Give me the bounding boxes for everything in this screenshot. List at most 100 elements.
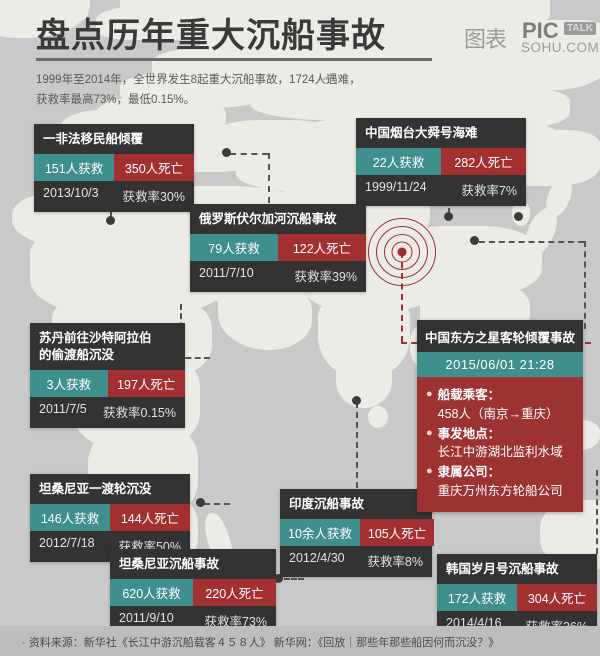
connector-tanzania-shipwreck-h (284, 578, 304, 580)
incident-title: 坦桑尼亚沉船事故 (119, 557, 220, 571)
incident-footer: 2011/9/10 获救率73% (110, 606, 276, 637)
incident-card-russia-volga[interactable]: 俄罗斯伏尔加河沉船事故 79人获救 122人死亡 2011/7/10 获救率39… (190, 204, 366, 292)
incident-title: 俄罗斯伏尔加河沉船事故 (199, 212, 337, 226)
target-center-dot (397, 247, 407, 257)
fatalities-stat: 144人死亡 (110, 503, 190, 531)
bullet-icon: ● (426, 426, 433, 439)
fatalities-stat: 304人死亡 (517, 583, 597, 611)
marker-dot-tanzania-ferry (196, 498, 205, 507)
title-underline (36, 58, 432, 62)
incident-title: 韩国岁月号沉船事故 (446, 562, 559, 576)
logo-sohu-domain: SOHU.COM (521, 40, 600, 55)
logo-chinese-mark: 图表 (464, 28, 507, 53)
fatalities-stat: 122人死亡 (278, 233, 366, 261)
detail-value: 长江中游湖北监利水域 (437, 445, 563, 460)
detail-label: 事发地点： (437, 426, 501, 441)
detail-label: 隶属公司： (437, 465, 501, 479)
incident-footer: 2011/7/10 获救率39% (190, 261, 366, 292)
incident-title: 印度沉船事故 (289, 497, 365, 511)
incident-date: 2011/7/5 (39, 401, 87, 416)
incident-card-india-shipwreck[interactable]: 印度沉船事故 10余人获救 105人死亡 2012/4/30 获救率8% (280, 489, 435, 577)
marker-dot-illegal-immigrant-boat (106, 216, 115, 225)
incident-footer: 2013/10/3 获救率30% (34, 181, 194, 212)
detail-value: 重庆万州东方轮船公司 (437, 483, 563, 498)
incident-title-line-2: 的偷渡船沉没 (39, 347, 115, 362)
marker-dot-korea-sewol (514, 212, 523, 221)
incident-title: 中国烟台大舜号海难 (365, 126, 478, 140)
logo-talk-badge: TALK (564, 22, 596, 35)
detail-item-passengers: ● 船载乘客： 458人（南京→重庆） (426, 386, 573, 424)
connector-russia-volga-h (230, 153, 268, 155)
incident-stats: 10余人获救 105人死亡 (280, 518, 435, 546)
featured-incident-time: 2015/06/01 21:28 (417, 352, 583, 377)
incident-stats: 3人获救 197人死亡 (30, 369, 185, 397)
survivors-stat: 79人获救 (190, 233, 278, 261)
incident-title: 苏丹前往沙特阿拉伯 的偷渡船沉没 (30, 323, 185, 370)
connector-tanzania-ferry-h (204, 503, 230, 505)
incident-stats: 151人获救 350人死亡 (34, 153, 194, 181)
connector-feature-h (479, 241, 584, 243)
incident-card-sudan-saudi-smuggling[interactable]: 苏丹前往沙特阿拉伯 的偷渡船沉没 3人获救 197人死亡 2011/7/5 获救… (30, 323, 185, 428)
bullet-icon: ● (426, 388, 433, 400)
subtitle-line-1: 1999年至2014年，全世界发生8起重大沉船事故，1724人遇难， (36, 74, 361, 87)
connector-target-v (401, 252, 403, 342)
marker-dot-china-yantai (444, 212, 453, 221)
survivors-stat: 172人获救 (437, 583, 517, 611)
source-citation: · 资料来源：新华社《长江中游沉船载客４５８人》 新华网：《回放｜那些年那些船因… (22, 637, 500, 649)
incident-stats: 146人获救 144人死亡 (30, 503, 190, 531)
incident-card-tanzania-shipwreck[interactable]: 坦桑尼亚沉船事故 620人获救 220人死亡 2011/9/10 获救率73% (110, 549, 276, 637)
survivors-stat: 151人获救 (34, 153, 114, 181)
connector-feature-v (584, 241, 586, 329)
incident-title: 坦桑尼亚一渡轮沉没 (39, 482, 152, 496)
logo-pic-text: PIC (522, 18, 559, 43)
fatalities-stat: 220人死亡 (193, 578, 276, 606)
incident-card-china-yantai-dashun[interactable]: 中国烟台大舜号海难 22人获救 282人死亡 1999/11/24 获救率7% (356, 118, 526, 206)
incident-stats: 620人获救 220人死亡 (110, 578, 276, 606)
fatalities-stat: 197人死亡 (107, 369, 185, 397)
footer-bar: · 资料来源：新华社《长江中游沉船载客４５８人》 新华网：《回放｜那些年那些船因… (0, 626, 600, 656)
incident-date: 2013/10/3 (43, 185, 99, 200)
header-block: 盘点历年重大沉船事故 1999年至2014年，全世界发生8起重大沉船事故，172… (36, 17, 432, 110)
incident-footer: 2012/4/30 获救率8% (280, 546, 432, 577)
fatalities-stat: 105人死亡 (359, 518, 435, 546)
incident-date: 2011/7/10 (199, 265, 254, 280)
incident-date: 2011/9/10 (119, 610, 174, 625)
incident-footer: 1999/11/24 获救率7% (356, 175, 526, 206)
detail-item-location: ● 事发地点： 长江中游湖北监利水域 (426, 425, 573, 463)
sohu-pic-talk-logo[interactable]: 图表 PIC TALK SOHU.COM (464, 16, 599, 60)
survivors-stat: 3人获救 (30, 369, 108, 397)
survivors-stat: 146人获救 (30, 503, 110, 531)
marker-dot-tanzania-shipwreck (274, 574, 283, 583)
survival-rate: 获救率73% (204, 614, 267, 629)
incident-card-tanzania-ferry[interactable]: 坦桑尼亚一渡轮沉没 146人获救 144人死亡 2012/7/18 获救率50% (30, 474, 190, 562)
marker-dot-russia-volga (222, 148, 231, 157)
detail-label: 船载乘客： (437, 388, 501, 402)
survival-rate: 获救率0.15% (103, 405, 176, 420)
incident-stats: 22人获救 282人死亡 (356, 147, 526, 175)
survival-rate: 获救率39% (294, 269, 357, 284)
featured-incident-details: ● 船载乘客： 458人（南京→重庆） ● 事发地点： 长江中游湖北监利水域 ●… (417, 377, 583, 512)
subtitle-line-2: 获救率最高73%，最低0.15%。 (36, 94, 196, 107)
marker-dot-feature-anchor (470, 236, 479, 245)
featured-incident-title: 中国东方之星客轮倾覆事故 (424, 331, 575, 345)
survivors-stat: 22人获救 (356, 147, 441, 175)
detail-value: 458人（南京→重庆） (437, 406, 559, 421)
survival-rate: 获救率8% (367, 554, 423, 569)
fatalities-stat: 350人死亡 (114, 153, 194, 181)
connector-india-v (356, 402, 358, 488)
connector-sudan-h (176, 357, 210, 359)
survival-rate: 获救率7% (461, 183, 517, 198)
incident-card-illegal-immigrant-boat[interactable]: 一非法移民船倾覆 151人获救 350人死亡 2013/10/3 获救率30% (34, 124, 194, 212)
detail-item-company: ● 隶属公司： 重庆万州东方轮船公司 (426, 463, 573, 501)
incident-stats: 79人获救 122人死亡 (190, 233, 366, 261)
survivors-stat: 620人获救 (110, 578, 193, 606)
incident-footer: 2011/7/5 获救率0.15% (30, 397, 185, 428)
fatalities-stat: 282人死亡 (441, 147, 526, 175)
incident-date: 2012/7/18 (39, 535, 95, 550)
incident-stats: 172人获救 304人死亡 (437, 583, 597, 611)
incident-title-line-1: 苏丹前往沙特阿拉伯 (39, 331, 152, 345)
featured-incident-card-china-eastern-star[interactable]: 中国东方之星客轮倾覆事故 2015/06/01 21:28 ● 船载乘客： 45… (417, 320, 583, 512)
connector-korea-v (596, 470, 598, 554)
incident-title: 一非法移民船倾覆 (43, 132, 144, 146)
